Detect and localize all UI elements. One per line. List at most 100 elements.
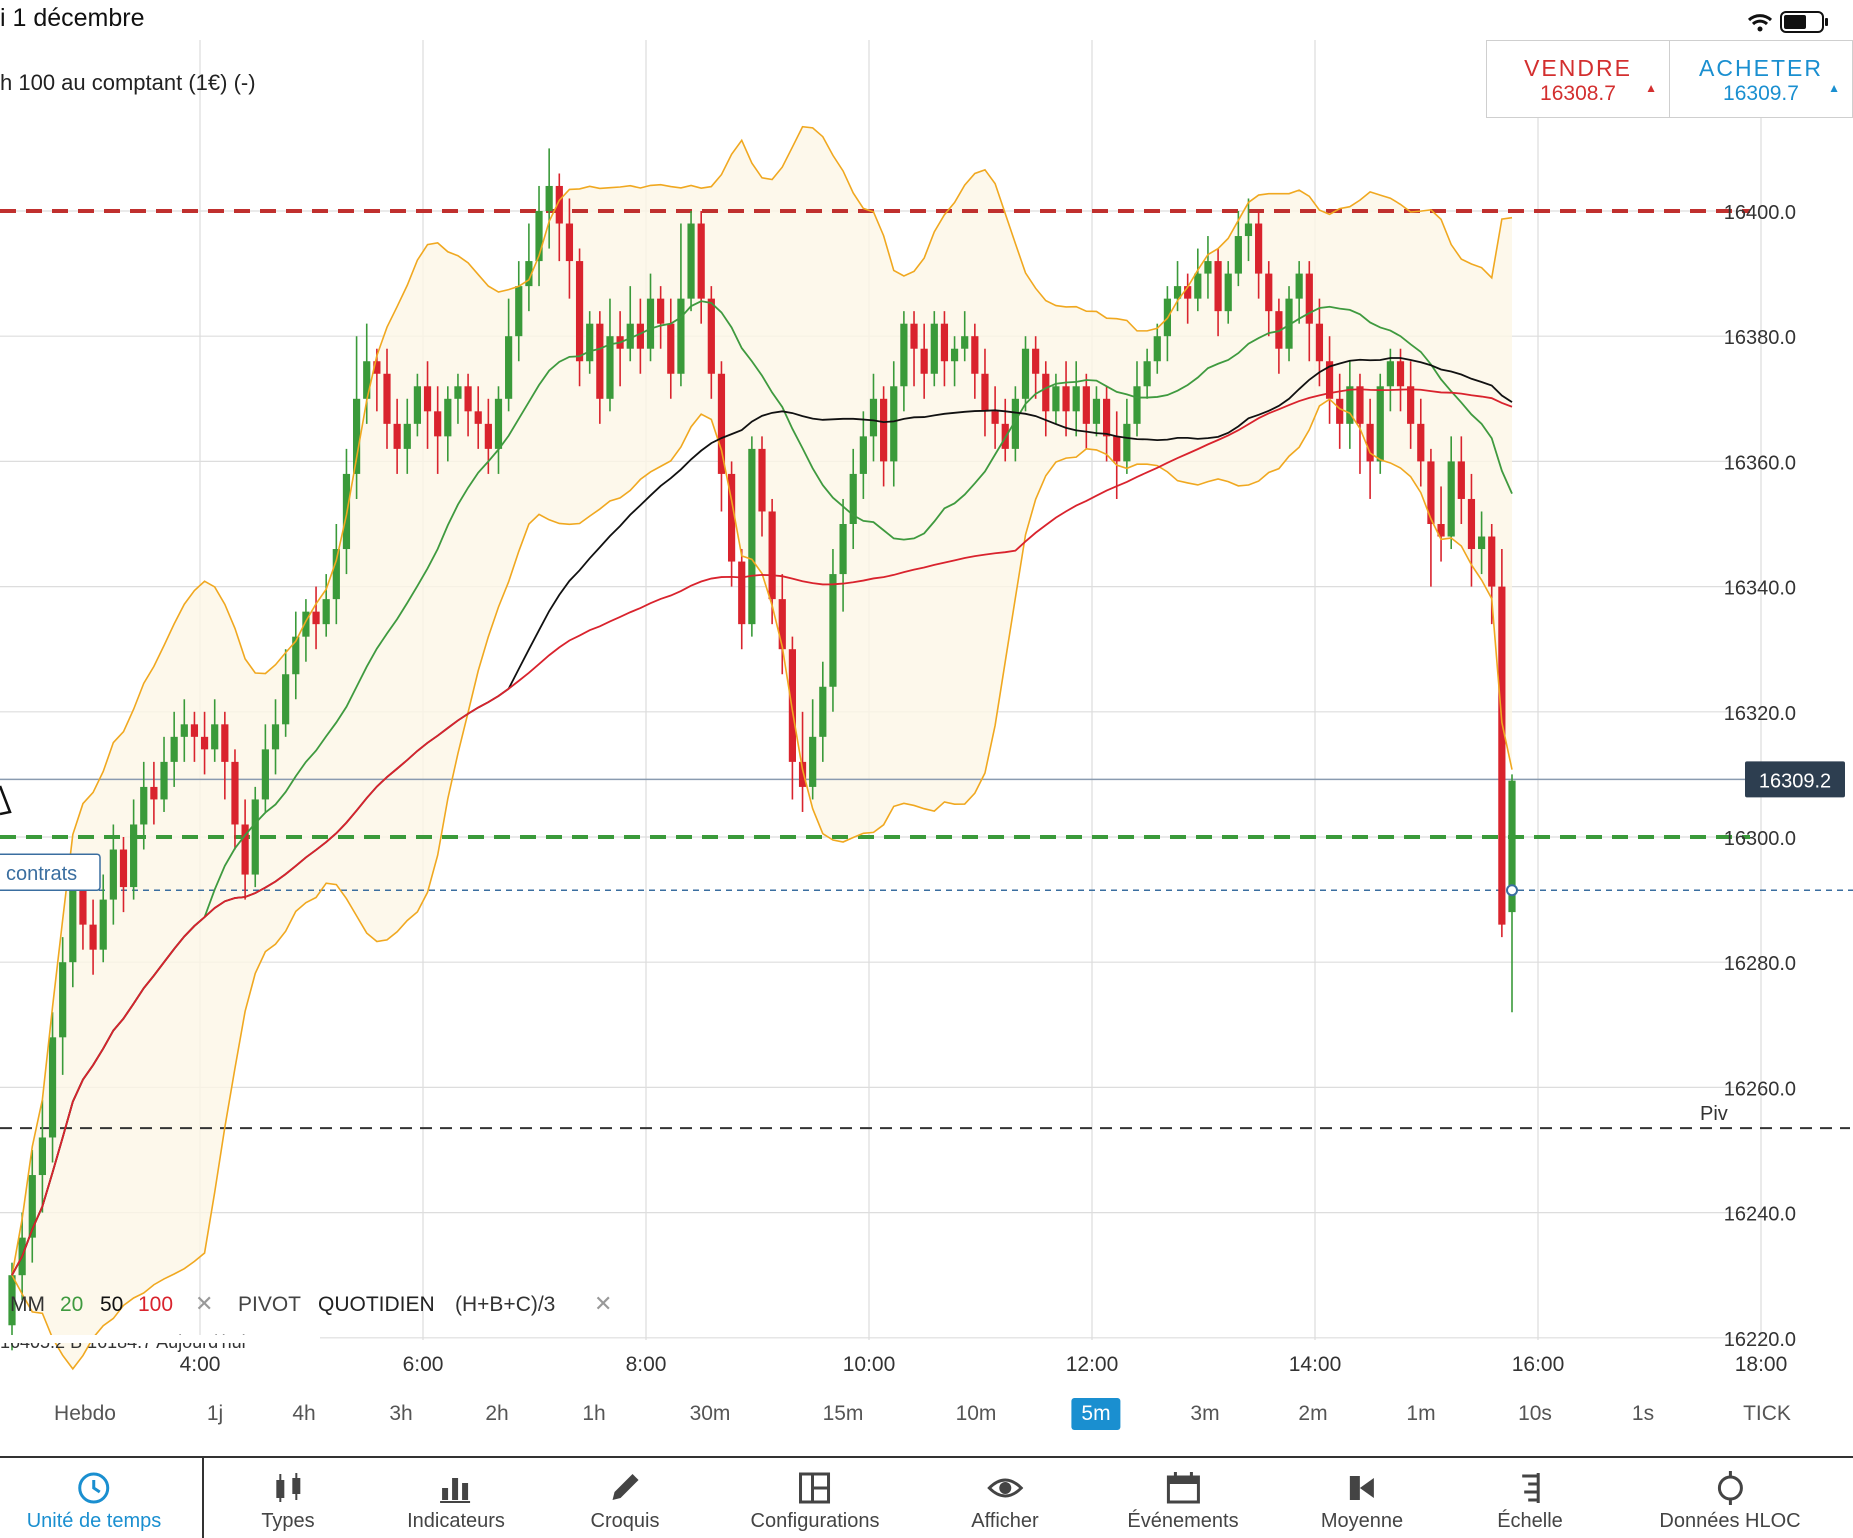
candle — [160, 761, 168, 800]
close-icon[interactable]: ✕ — [195, 1291, 213, 1316]
layout-icon — [799, 1472, 831, 1504]
legend-mm: MM — [10, 1293, 45, 1316]
pivot-label: Piv — [1700, 1103, 1728, 1125]
candle — [363, 361, 371, 399]
close-icon[interactable]: ✕ — [594, 1291, 612, 1316]
candle — [383, 373, 391, 424]
candle — [1204, 261, 1212, 274]
current-price-label: 16309.2 — [1759, 770, 1831, 792]
candle — [758, 448, 766, 512]
indicator-legend: MM2050100PIVOTQUOTIDIEN(H+B+C)/3✕✕16405.… — [0, 1291, 612, 1352]
candle — [849, 473, 857, 524]
candle — [292, 636, 300, 675]
x-tick-label: 14:00 — [1289, 1353, 1342, 1376]
candle — [1427, 461, 1435, 524]
candle — [1042, 373, 1050, 412]
candle — [1113, 436, 1121, 462]
candle — [778, 599, 786, 650]
timeframe-tick[interactable]: TICK — [1743, 1402, 1791, 1425]
y-tick-label: 16360.0 — [1724, 452, 1796, 474]
candle — [961, 336, 969, 349]
toolbar-scale-button[interactable]: Échelle — [1497, 1458, 1563, 1533]
candle — [190, 724, 199, 737]
candle — [748, 448, 756, 625]
buy-button[interactable]: ACHETER 16309.7 ▲ — [1669, 41, 1852, 117]
price-chart[interactable]: 16400.0 16380.0 16360.0 16340.0 16320.0 16300… — [0, 0, 1853, 1392]
timeframe-hebdo[interactable]: Hebdo — [54, 1402, 116, 1425]
candle — [1102, 398, 1111, 437]
legend-mm20: 20 — [60, 1293, 83, 1316]
timeframe-3m[interactable]: 3m — [1190, 1402, 1220, 1425]
trade-box: VENDRE 16308.7 ▲ ACHETER 16309.7 ▲ — [1486, 40, 1853, 118]
instrument-title: h 100 au comptant (1€) (-) — [0, 70, 256, 95]
timeframe-2h[interactable]: 2h — [485, 1402, 509, 1425]
candle — [839, 524, 847, 575]
candle — [444, 398, 452, 437]
sell-label: VENDRE — [1524, 55, 1632, 81]
candle — [869, 398, 878, 437]
candle — [1082, 386, 1090, 424]
y-tick-label: 16340.0 — [1724, 578, 1796, 600]
candle — [1457, 461, 1465, 499]
toolbar-average-button[interactable]: Moyenne — [1321, 1458, 1403, 1533]
toolbar-eye-button[interactable]: Afficher — [971, 1458, 1039, 1533]
toolbar-pencil-button[interactable]: Croquis — [591, 1458, 659, 1533]
toolbar-label: Données HLOC — [1659, 1510, 1801, 1532]
candle — [738, 561, 746, 625]
timeframe-10s[interactable]: 10s — [1518, 1402, 1552, 1425]
candle — [545, 185, 553, 211]
candle — [231, 761, 239, 825]
timeframe-1h[interactable]: 1h — [582, 1402, 606, 1425]
y-tick-label: 16400.0 — [1724, 202, 1796, 224]
toolbar-bar-chart-button[interactable]: Indicateurs — [407, 1458, 505, 1533]
candle — [109, 849, 117, 900]
candle — [646, 298, 655, 349]
timeframe-1m[interactable]: 1m — [1406, 1402, 1436, 1425]
timeframe-2m[interactable]: 2m — [1298, 1402, 1328, 1425]
candle — [606, 336, 614, 399]
candle — [1508, 780, 1516, 913]
toolbar-calendar-button[interactable]: Événements — [1127, 1458, 1239, 1533]
current-price-tag — [1745, 761, 1845, 798]
toolbar-label: Indicateurs — [407, 1510, 505, 1532]
candle — [819, 686, 827, 737]
toolbar-crosshair-button[interactable]: Données HLOC — [1659, 1458, 1801, 1533]
timeframe-3h[interactable]: 3h — [389, 1402, 413, 1425]
timeframe-1j[interactable]: 1j — [206, 1402, 224, 1425]
candle — [1194, 273, 1202, 299]
sell-button[interactable]: VENDRE 16308.7 ▲ — [1487, 41, 1669, 117]
candle — [312, 611, 320, 625]
toolbar-label: Moyenne — [1320, 1510, 1404, 1532]
candle — [28, 1175, 36, 1238]
timeframe-30m[interactable]: 30m — [689, 1402, 731, 1425]
candle — [1285, 298, 1293, 349]
toolbar-candles-button[interactable]: Types — [261, 1458, 315, 1533]
timeframe-15m[interactable]: 15m — [822, 1402, 864, 1425]
candle — [251, 799, 259, 875]
calendar-icon — [1166, 1472, 1200, 1504]
candle — [1021, 348, 1030, 399]
candle — [586, 323, 594, 362]
timeframe-10m[interactable]: 10m — [955, 1402, 997, 1425]
candle — [1123, 423, 1131, 462]
timeframe-5m[interactable]: 5m — [1071, 1398, 1121, 1430]
candle — [1346, 386, 1354, 424]
candle — [403, 423, 411, 449]
timeframe-1s[interactable]: 1s — [1631, 1402, 1655, 1425]
candle — [1062, 386, 1070, 412]
toolbar-label: Afficher — [971, 1510, 1039, 1532]
pencil-icon — [612, 1474, 639, 1500]
status-icons — [1747, 11, 1828, 33]
candles — [8, 148, 1516, 1351]
toolbar-clock-button[interactable]: Unité de temps — [27, 1458, 161, 1533]
y-tick-label: 16220.0 — [1724, 1329, 1796, 1351]
wifi-icon — [1747, 14, 1773, 32]
candle — [1143, 361, 1151, 387]
candle — [1173, 286, 1182, 299]
candle — [1214, 261, 1222, 312]
timeframe-4h[interactable]: 4h — [292, 1402, 316, 1425]
candle — [130, 824, 138, 888]
toolbar-layout-button[interactable]: Configurations — [751, 1458, 879, 1533]
x-tick-label: 12:00 — [1066, 1353, 1119, 1376]
mm20-line — [11, 300, 1513, 1276]
